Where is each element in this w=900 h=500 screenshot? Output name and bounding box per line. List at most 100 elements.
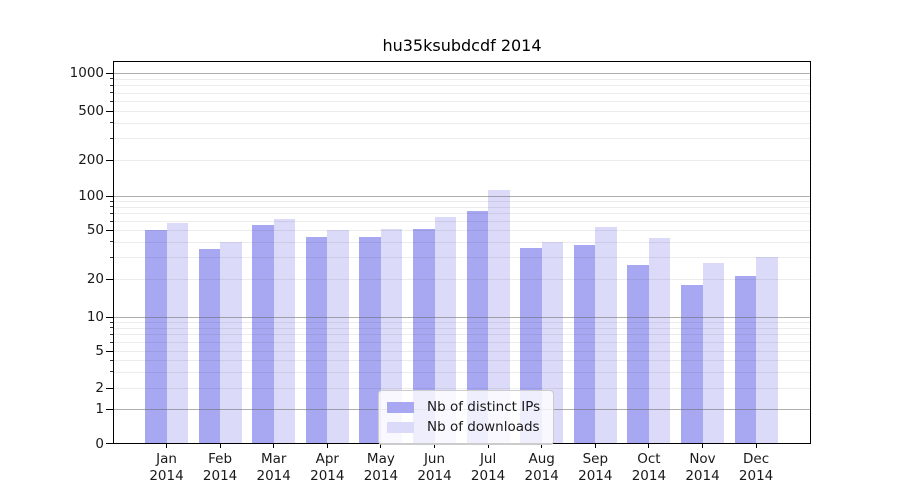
- x-tick-mark-may: [380, 443, 382, 448]
- y-minor-tick-mark-3: [109, 371, 113, 373]
- x-tick-mark-sep: [594, 443, 596, 448]
- y-tick-label-5: 5: [95, 343, 104, 359]
- y-tick-mark-20: [106, 278, 113, 280]
- y-minor-tick-mark-70: [109, 212, 113, 214]
- y-tick-label-50: 50: [86, 222, 104, 238]
- x-tick-mark-dec: [755, 443, 757, 448]
- legend-label-downloads: Nb of downloads: [427, 419, 540, 435]
- y-minor-tick-mark-400: [109, 122, 113, 124]
- bar-downloads-jun: [434, 217, 456, 444]
- y-minor-tick-mark-30: [109, 256, 113, 258]
- x-tick-mark-jan: [165, 443, 168, 448]
- gridline-minor-900: [113, 78, 811, 80]
- y-tick-mark-5: [106, 350, 113, 352]
- x-tick-mark-oct: [648, 443, 650, 448]
- plot-area: [113, 61, 811, 444]
- x-tick-mark-aug: [541, 443, 543, 448]
- y-tick-label-1: 1: [95, 401, 104, 417]
- y-tick-mark-50: [106, 229, 113, 231]
- y-tick-mark-500: [106, 110, 113, 112]
- legend-swatch-distinct-ips: [387, 401, 414, 413]
- bar-downloads-mar: [273, 218, 296, 444]
- gridline-major-100: [113, 195, 811, 197]
- gridline-minor-50: [113, 230, 811, 231]
- x-tick-mark-apr: [326, 443, 328, 448]
- bar-distinct-ips-apr: [305, 236, 328, 444]
- x-tick-mark-mar: [273, 443, 275, 448]
- y-minor-tick-mark-80: [109, 206, 113, 208]
- y-minor-tick-mark-300: [109, 137, 113, 139]
- bar-distinct-ips-oct: [627, 264, 649, 444]
- x-tick-label-feb: Feb 2014: [202, 451, 238, 484]
- bar-distinct-ips-jun: [413, 229, 435, 444]
- gridline-minor-200: [113, 160, 811, 161]
- x-tick-label-nov: Nov 2014: [685, 451, 720, 484]
- x-tick-mark-nov: [701, 443, 704, 448]
- bar-distinct-ips-sep: [573, 244, 596, 444]
- gridline-minor-40: [113, 241, 811, 243]
- bar-downloads-apr: [327, 230, 349, 444]
- gridline-minor-70: [113, 213, 811, 215]
- x-tick-label-jul: Jul 2014: [470, 451, 506, 484]
- bar-downloads-oct: [648, 238, 671, 444]
- gridline-minor-500: [113, 111, 811, 112]
- y-tick-label-0: 0: [95, 435, 104, 452]
- y-tick-label-10: 10: [86, 309, 104, 325]
- y-tick-label-200: 200: [78, 152, 104, 168]
- y-minor-tick-mark-700: [109, 92, 113, 94]
- y-tick-mark-10: [106, 316, 113, 318]
- gridline-minor-300: [113, 138, 811, 140]
- y-tick-mark-2: [106, 387, 113, 389]
- y-tick-mark-1: [106, 408, 113, 410]
- bar-distinct-ips-feb: [198, 249, 221, 444]
- legend-item-downloads: Nb of downloads: [387, 417, 540, 437]
- gridline-major-1000: [113, 72, 811, 74]
- y-minor-tick-mark-800: [109, 84, 113, 86]
- y-tick-mark-200: [106, 159, 113, 161]
- gridline-minor-800: [113, 85, 811, 87]
- chart-title: hu35ksubdcdf 2014: [382, 36, 542, 55]
- gridline-minor-60: [113, 221, 811, 223]
- x-tick-label-jan: Jan 2014: [149, 451, 184, 484]
- x-tick-label-sep: Sep 2014: [578, 451, 613, 484]
- legend: Nb of distinct IPs Nb of downloads: [378, 390, 555, 445]
- bar-distinct-ips-mar: [252, 225, 274, 444]
- y-minor-tick-mark-90: [109, 200, 113, 202]
- legend-swatch-downloads: [387, 421, 414, 433]
- y-minor-tick-mark-7: [109, 333, 113, 335]
- y-minor-tick-mark-600: [109, 100, 113, 102]
- y-tick-label-20: 20: [86, 271, 104, 287]
- y-tick-label-500: 500: [78, 103, 104, 119]
- x-tick-mark-feb: [219, 443, 221, 448]
- y-tick-mark-1000: [106, 72, 113, 74]
- bar-distinct-ips-jul: [466, 210, 489, 444]
- y-tick-label-100: 100: [78, 188, 104, 204]
- x-tick-mark-jun: [433, 443, 436, 448]
- x-tick-label-mar: Mar 2014: [256, 451, 291, 484]
- bar-downloads-feb: [220, 241, 242, 444]
- y-minor-tick-mark-4: [109, 359, 113, 361]
- bar-distinct-ips-may: [359, 236, 381, 444]
- x-tick-mark-jul: [487, 443, 489, 448]
- y-minor-tick-mark-60: [109, 220, 113, 222]
- y-tick-mark-100: [106, 195, 113, 197]
- gridline-minor-600: [113, 101, 811, 102]
- bar-downloads-sep: [595, 227, 617, 444]
- legend-item-distinct-ips: Nb of distinct IPs: [387, 397, 540, 417]
- legend-label-distinct-ips: Nb of distinct IPs: [427, 399, 541, 415]
- y-minor-tick-mark-8: [109, 327, 113, 329]
- y-minor-tick-mark-900: [109, 78, 113, 80]
- y-minor-tick-mark-40: [109, 241, 113, 243]
- x-tick-label-jun: Jun 2014: [417, 451, 452, 484]
- bar-distinct-ips-nov: [681, 284, 703, 444]
- gridline-minor-80: [113, 206, 811, 208]
- gridline-minor-400: [113, 122, 811, 124]
- bar-distinct-ips-jan: [145, 230, 167, 444]
- y-tick-mark-0: [106, 443, 113, 445]
- x-tick-label-may: May 2014: [363, 451, 399, 484]
- y-tick-label-2: 2: [95, 380, 104, 396]
- x-tick-label-aug: Aug 2014: [524, 451, 559, 484]
- bar-downloads-may: [380, 229, 403, 444]
- y-tick-label-1000: 1000: [69, 65, 104, 81]
